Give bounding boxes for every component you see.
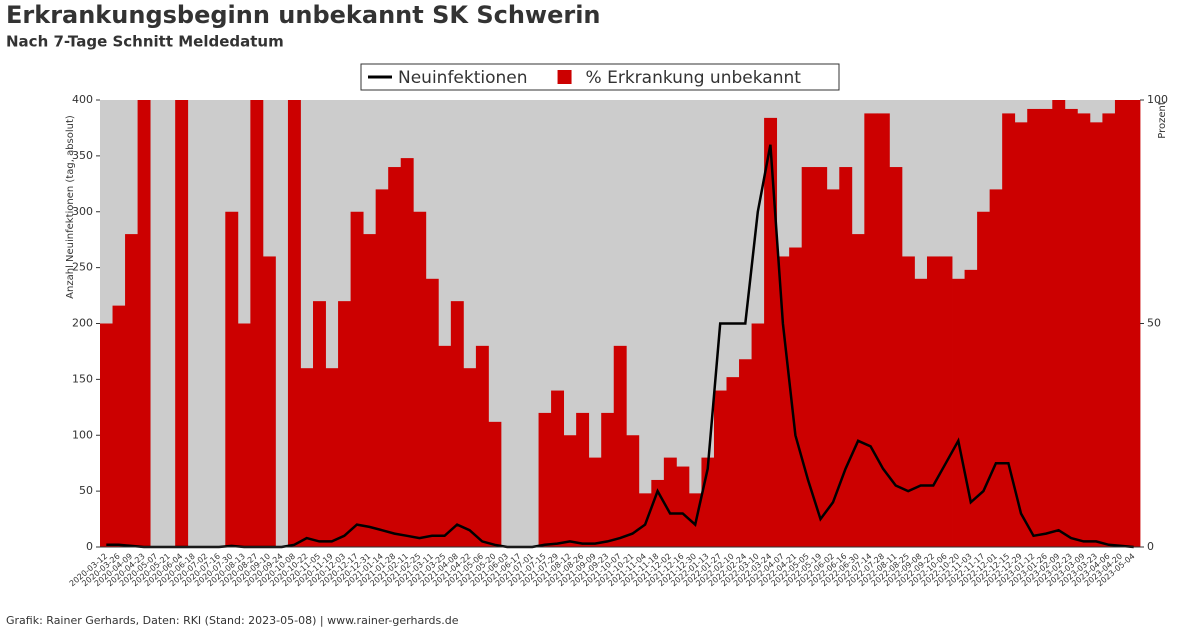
area-bar (901, 256, 915, 547)
area-bar (350, 211, 364, 547)
area-bar (964, 269, 978, 547)
area-bar (338, 301, 352, 547)
area-bar (325, 368, 339, 547)
area-bar (588, 457, 602, 547)
area-bar (112, 305, 126, 547)
area-bar (551, 390, 565, 547)
area-bar (1052, 100, 1066, 547)
area-bar (100, 323, 113, 547)
area-bar (939, 256, 953, 547)
area-bar (663, 457, 677, 547)
area-bar (463, 368, 477, 547)
area-bar (726, 377, 740, 547)
legend-swatch (557, 70, 572, 84)
area-bar (262, 256, 276, 547)
y-tick-label: 200 (72, 317, 93, 330)
area-bar (601, 412, 615, 547)
area-bar (1127, 100, 1141, 547)
y-tick-label: 0 (86, 540, 93, 553)
area-bar (814, 167, 828, 548)
area-bar (926, 256, 940, 547)
area-bar (250, 100, 264, 547)
area-bar (563, 435, 577, 547)
chart-subtitle: Nach 7-Tage Schnitt Meldedatum (6, 33, 284, 51)
area-bar (914, 278, 928, 547)
area-bar (876, 113, 890, 547)
area-bar (839, 167, 853, 548)
area-bar (1039, 108, 1053, 547)
area-bar (1102, 113, 1116, 547)
area-bar (613, 345, 627, 547)
y-tick-label: 250 (72, 261, 93, 274)
area-bar (576, 412, 590, 547)
chart-title: Erkrankungsbeginn unbekannt SK Schwerin (6, 1, 601, 29)
area-bar (676, 466, 690, 547)
area-bar (626, 435, 640, 547)
y-tick-label: 400 (72, 93, 93, 106)
area-bar (989, 189, 1003, 547)
footer: Grafik: Rainer Gerhards, Daten: RKI (Sta… (6, 614, 459, 627)
area-bar (1077, 113, 1091, 547)
area-bar (313, 301, 326, 547)
y-axis-label: Anzahl Neuinfektionen (tag, absolut) (65, 115, 76, 299)
area-bar (801, 167, 815, 548)
area-bar (225, 211, 239, 547)
area-bar (789, 247, 803, 547)
area-bar (826, 189, 840, 547)
area-bar (413, 211, 427, 547)
legend-label: Neuinfektionen (398, 68, 528, 88)
y-tick-label: 100 (72, 428, 93, 441)
area-bar (739, 359, 752, 547)
area-bar (237, 323, 251, 547)
legend-label: % Erkrankung unbekannt (586, 68, 802, 88)
area-bar (977, 211, 991, 547)
area-bar (363, 234, 377, 547)
area-bar (851, 234, 865, 547)
legend: Neuinfektionen % Erkrankung unbekannt (360, 63, 840, 91)
y2-axis-label: Prozent (1157, 101, 1168, 139)
area-bar (1027, 108, 1041, 547)
area-bar (1014, 122, 1028, 547)
y-tick-label: 50 (79, 484, 93, 497)
area-bar (776, 256, 790, 547)
area-bar (952, 278, 965, 547)
area-bar (388, 167, 402, 548)
y-tick-label: 350 (72, 149, 93, 162)
area-bar (400, 158, 414, 548)
area-bar (713, 390, 727, 547)
y2-tick-label: 100 (1147, 93, 1168, 106)
area-bar (488, 421, 502, 547)
area-bar (475, 345, 489, 547)
area-bar (300, 368, 314, 547)
y-tick-label: 300 (72, 205, 93, 218)
area-bar (538, 412, 552, 547)
area-bar (125, 234, 138, 547)
area-bar (425, 278, 439, 547)
area-bar (375, 189, 389, 547)
area-bar (438, 345, 452, 547)
area-bar (1064, 108, 1078, 547)
area-bar (889, 167, 903, 548)
y2-tick-label: 50 (1147, 317, 1161, 330)
area-bar (1089, 122, 1103, 547)
area-bar (1114, 100, 1128, 547)
area-bar (751, 323, 765, 547)
area-bar (764, 117, 778, 547)
area-bar (1002, 113, 1016, 547)
y2-tick-label: 0 (1147, 540, 1154, 553)
area-bar (638, 493, 652, 547)
area-bar (287, 100, 301, 547)
area-bar (864, 113, 878, 547)
area-bar (137, 100, 151, 547)
area-bar (450, 301, 464, 547)
y-tick-label: 150 (72, 372, 93, 385)
legend-box (360, 63, 840, 91)
area-bar (175, 100, 189, 547)
